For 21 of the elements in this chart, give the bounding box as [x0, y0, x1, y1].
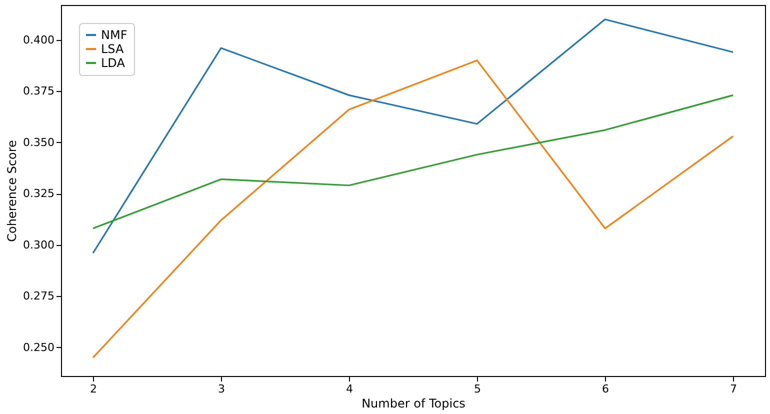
x-axis-title: Number of Topics	[362, 396, 466, 410]
x-tick-label: 7	[730, 382, 737, 396]
y-tick-label: 0.375	[23, 84, 54, 98]
line-series	[92, 18, 734, 254]
y-tick-label: 0.275	[23, 290, 54, 303]
x-tick-label: 2	[90, 382, 97, 396]
legend-label: LSA	[101, 42, 125, 56]
legend-label: NMF	[101, 28, 128, 42]
x-tick-label: 5	[474, 382, 481, 396]
line-series	[92, 94, 734, 230]
x-tick-label: 4	[346, 382, 353, 396]
legend-label: LDA	[101, 56, 126, 70]
y-tick-label: 0.250	[23, 340, 54, 354]
line-series	[92, 60, 734, 358]
x-tick-label: 6	[602, 382, 609, 396]
y-tick-label: 0.300	[23, 238, 54, 252]
y-tick-label: 0.325	[23, 187, 54, 200]
y-tick-label: 0.350	[23, 136, 54, 149]
y-axis-title: Coherence Score	[5, 140, 20, 242]
x-tick-label: 3	[218, 382, 225, 396]
y-tick-label: 0.400	[23, 33, 54, 46]
